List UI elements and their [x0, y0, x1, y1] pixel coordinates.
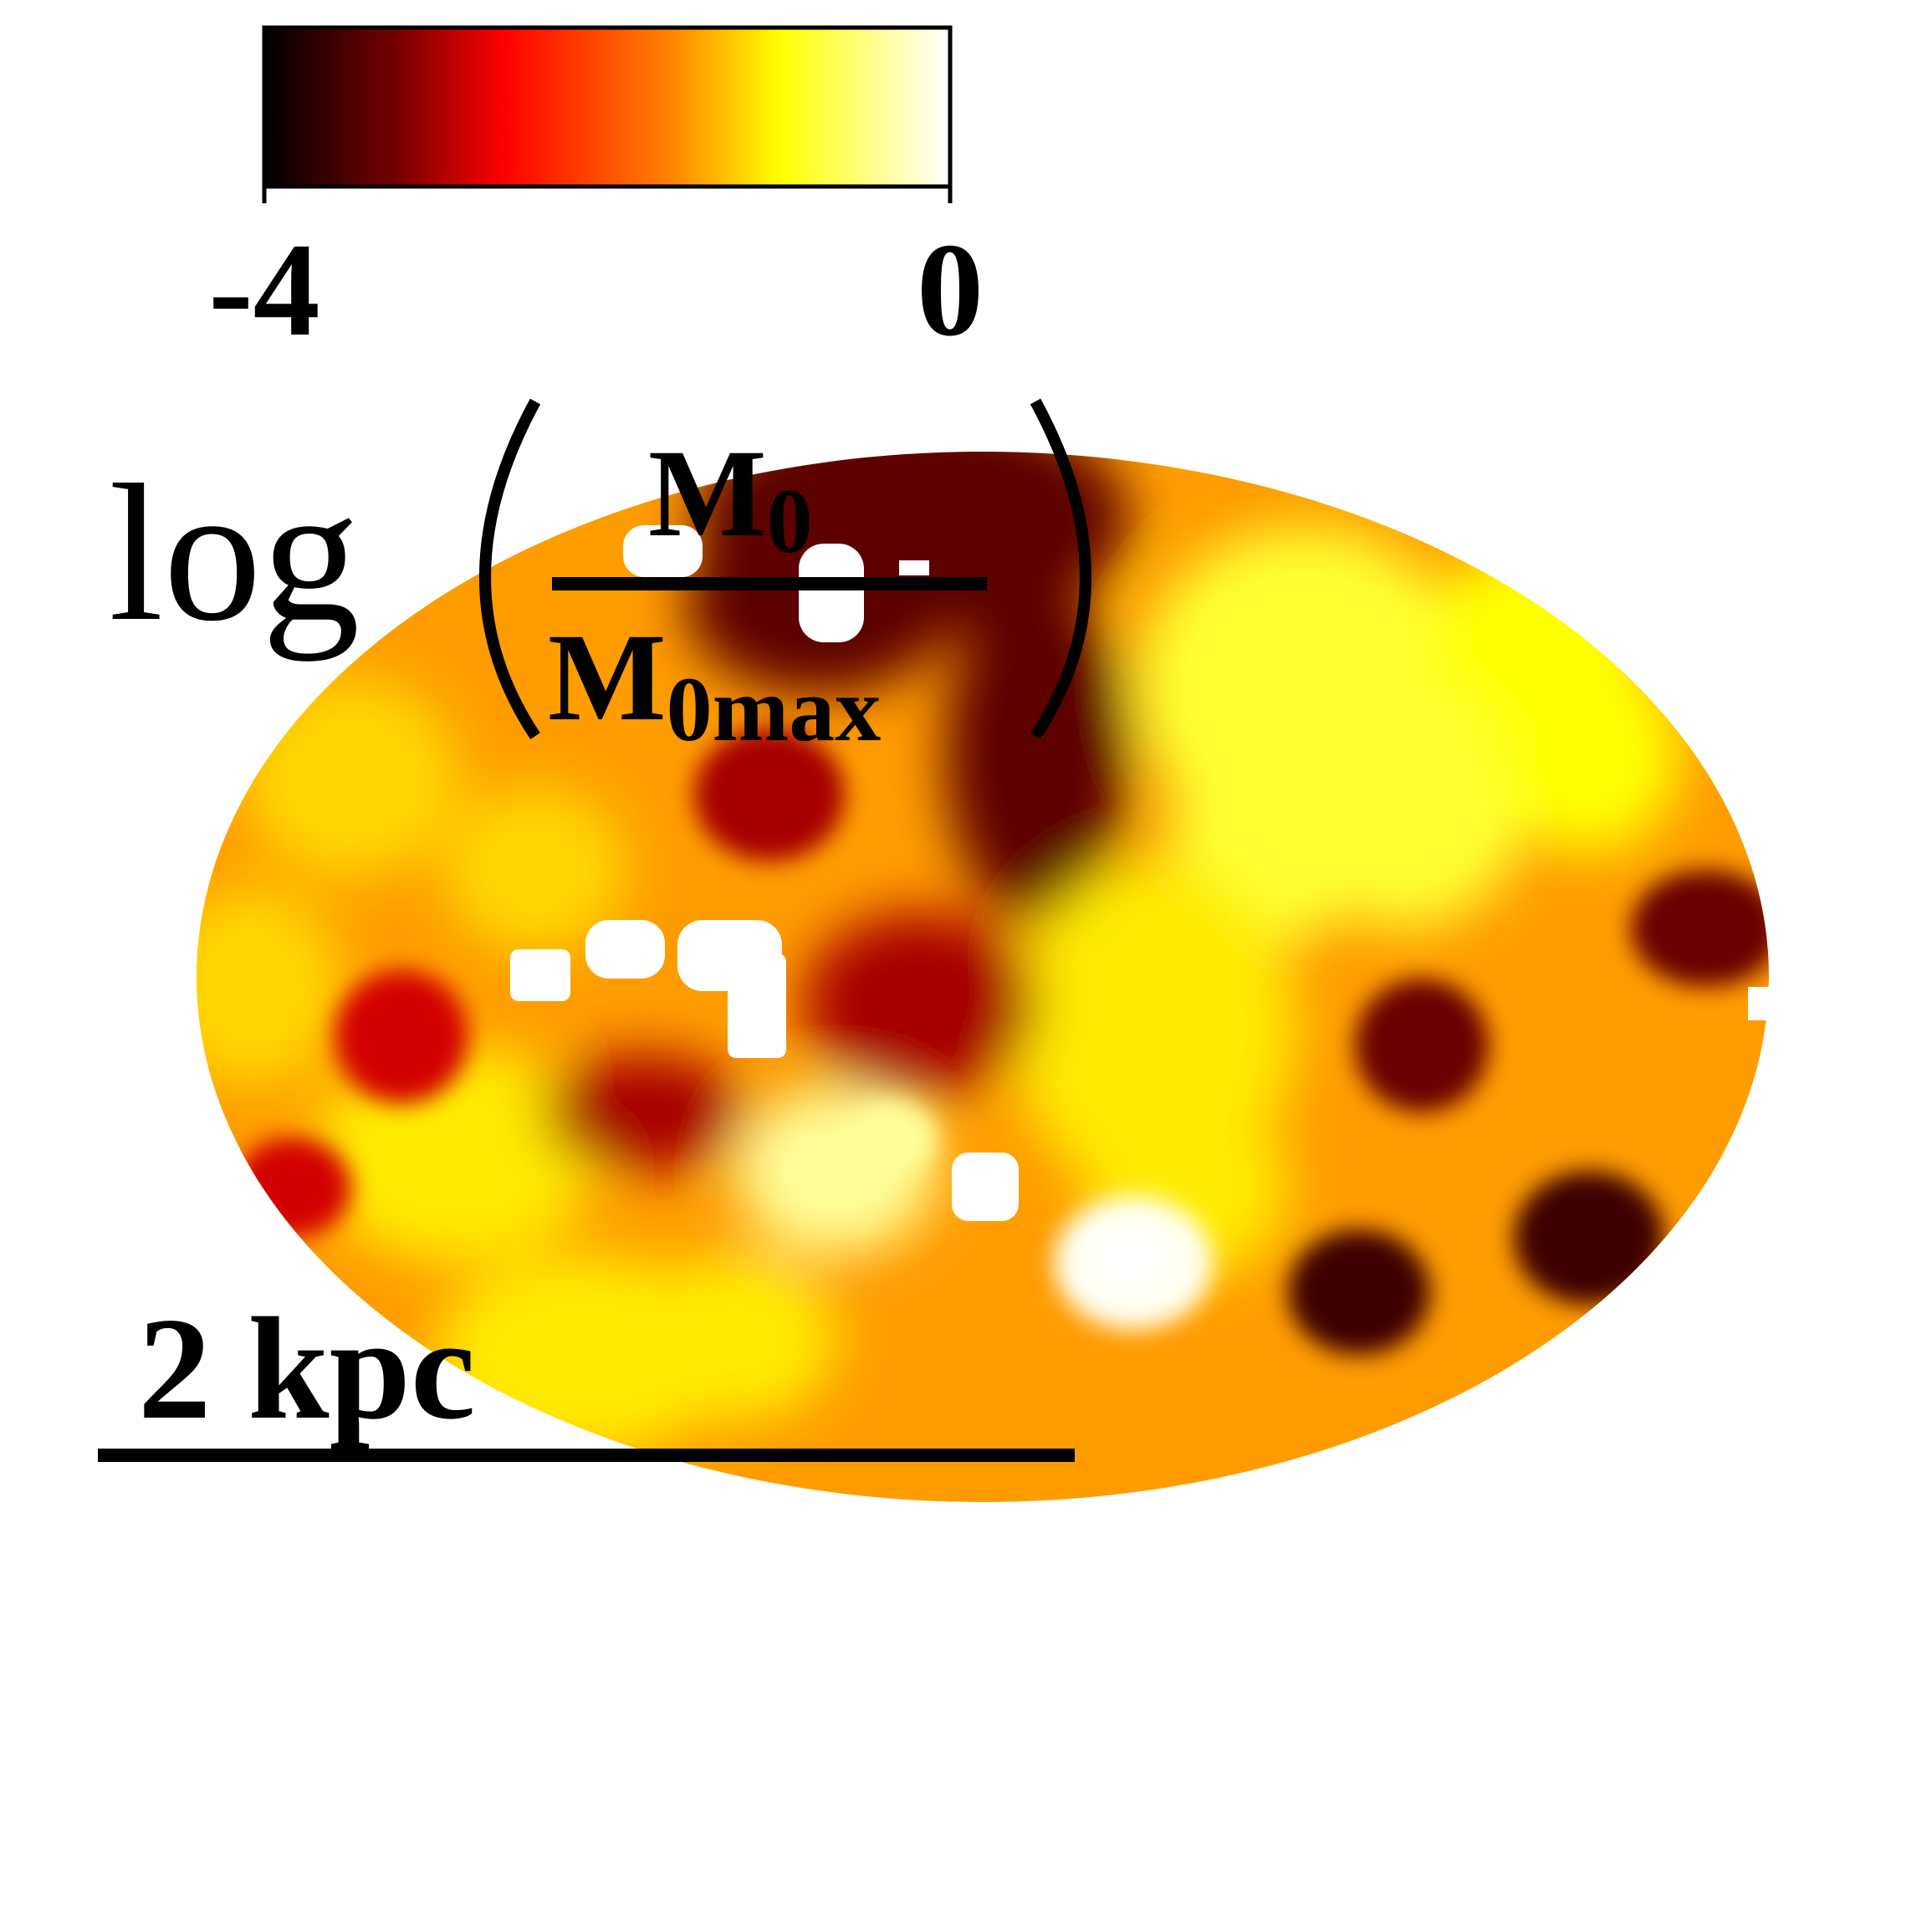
map-feature-west: [197, 887, 343, 1087]
map-feature-center-dark: [803, 912, 1037, 1096]
map-feature-east-dark: [1355, 979, 1489, 1112]
scale-bar-line: [98, 1449, 1075, 1462]
fraction-denominator: M0max: [548, 608, 881, 760]
colorbar: -4 0: [208, 25, 984, 364]
fraction-bar: [552, 577, 987, 590]
map-fine-structure: [234, 728, 1769, 1355]
map-feature-south-east-dark: [1514, 1171, 1664, 1305]
masked-pixel-block: [799, 544, 864, 642]
map-feature-west-dark: [335, 970, 468, 1104]
masked-pixel-block: [952, 1153, 1019, 1221]
colorbar-label: log M0 M0max: [109, 398, 1091, 760]
masked-pixel-block: [510, 949, 570, 1001]
map-feature-east-upper: [1497, 652, 1681, 853]
scale-bar-label: 2 kpc: [138, 1287, 476, 1449]
map-feature-east-dark: [1631, 870, 1769, 987]
map-feature-south-west: [636, 1255, 836, 1422]
masked-pixel-block: [1748, 987, 1773, 1020]
map-feature-west: [243, 677, 460, 878]
colorbar-tick-label-min: -4: [208, 215, 319, 364]
map-feature-west-dark: [234, 1137, 351, 1238]
map-feature-center-dark: [544, 1054, 744, 1171]
scale-bar: 2 kpc: [98, 1287, 1075, 1462]
masked-pixel-block: [623, 525, 703, 577]
colorbar-tick-label-max: 0: [917, 215, 984, 364]
map-feature-west: [443, 786, 627, 953]
masked-pixel-block: [585, 920, 665, 979]
map-feature-north-central: [945, 585, 1129, 920]
masked-pixel-block: [899, 560, 929, 575]
masked-regions: [510, 525, 1773, 1221]
map-feature-center-knot: [845, 1100, 937, 1175]
map-feature-south-east-dark: [1288, 1229, 1430, 1355]
fraction-numerator: M0: [648, 424, 813, 572]
masked-pixel-block: [728, 953, 786, 1058]
right-parenthesis: [1030, 398, 1091, 739]
map-feature-peak: [1091, 1225, 1167, 1292]
left-parenthesis: [479, 398, 541, 739]
map-feature-center-dark: [694, 728, 845, 861]
colorbar-gradient: [262, 25, 953, 189]
colorbar-label-log: log: [109, 444, 360, 662]
